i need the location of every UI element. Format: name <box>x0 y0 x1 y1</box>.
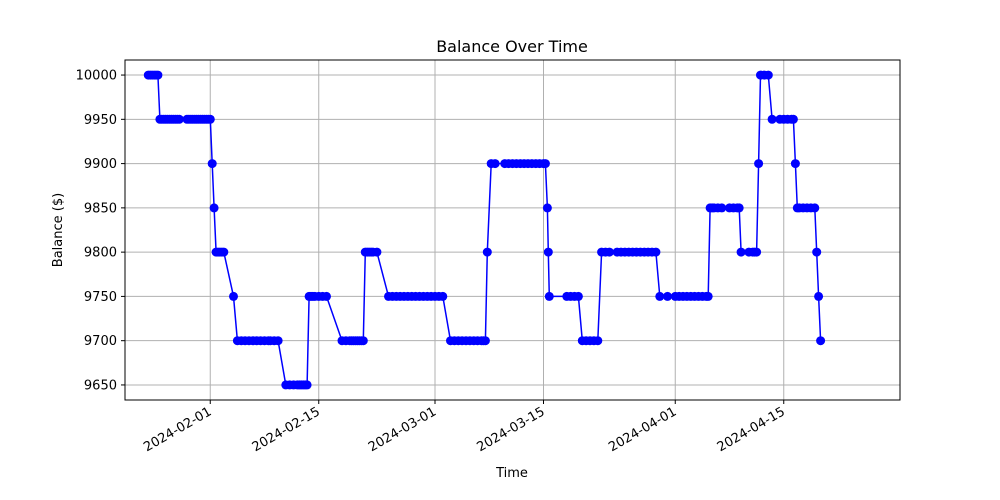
data-point <box>209 203 219 213</box>
y-tick-label: 9650 <box>84 378 117 393</box>
data-point <box>322 291 331 301</box>
data-point <box>153 70 163 80</box>
x-tick-label: 2024-02-15 <box>250 404 323 455</box>
x-tick-label: 2024-03-15 <box>475 404 548 455</box>
data-point <box>273 336 283 346</box>
data-point <box>816 336 826 346</box>
data-point <box>207 159 217 169</box>
data-point <box>573 291 583 301</box>
y-tick-label: 9750 <box>84 290 117 305</box>
y-tick-label: 9700 <box>84 334 117 349</box>
chart-title: Balance Over Time <box>436 37 588 56</box>
data-point <box>543 247 553 257</box>
x-axis-ticks: 2024-02-01 2024-02-15 2024-03-01 2024-03-15… <box>141 400 788 455</box>
data-point <box>736 247 746 257</box>
data-point <box>482 247 492 257</box>
data-point <box>219 247 229 257</box>
y-tick-label: 9800 <box>84 246 117 261</box>
data-point <box>358 336 368 346</box>
data-point <box>752 247 762 257</box>
data-point <box>593 336 603 346</box>
y-tick-label: 9950 <box>84 113 117 128</box>
data-point <box>438 291 448 301</box>
data-point <box>480 336 490 346</box>
data-point <box>812 247 822 257</box>
data-point <box>767 114 777 124</box>
data-point <box>651 247 661 257</box>
x-tick-label: 2024-04-15 <box>715 404 788 455</box>
data-point <box>734 203 744 213</box>
x-tick-label: 2024-04-01 <box>606 404 679 455</box>
data-point <box>302 380 312 390</box>
data-point <box>788 114 798 124</box>
grid-lines <box>125 60 900 400</box>
x-tick-label: 2024-02-01 <box>141 404 214 455</box>
x-tick-label: 2024-03-01 <box>366 404 439 455</box>
x-axis-label: Time <box>495 466 528 481</box>
y-tick-label: 9900 <box>84 157 117 172</box>
y-axis-label: Balance ($) <box>51 193 66 267</box>
data-point <box>604 247 614 257</box>
data-point <box>229 291 238 301</box>
series-layer <box>143 70 826 390</box>
data-point <box>810 203 820 213</box>
data-point <box>490 159 500 169</box>
y-tick-label: 10000 <box>76 69 117 84</box>
data-point <box>703 291 713 301</box>
data-point <box>372 247 382 257</box>
data-point <box>174 114 184 124</box>
data-point <box>814 291 824 301</box>
y-axis-ticks: 9650 9700 9750 9800 9850 9900 9950 10000 <box>76 69 125 393</box>
data-point <box>540 159 550 169</box>
data-point <box>663 291 672 301</box>
plot-frame <box>124 59 901 401</box>
data-point <box>717 203 727 213</box>
data-point <box>754 159 764 169</box>
y-tick-label: 9850 <box>84 201 117 216</box>
data-point <box>544 291 554 301</box>
data-point <box>763 70 773 80</box>
data-point <box>655 291 665 301</box>
data-point <box>790 159 800 169</box>
data-point <box>542 203 552 213</box>
data-point <box>205 114 215 124</box>
